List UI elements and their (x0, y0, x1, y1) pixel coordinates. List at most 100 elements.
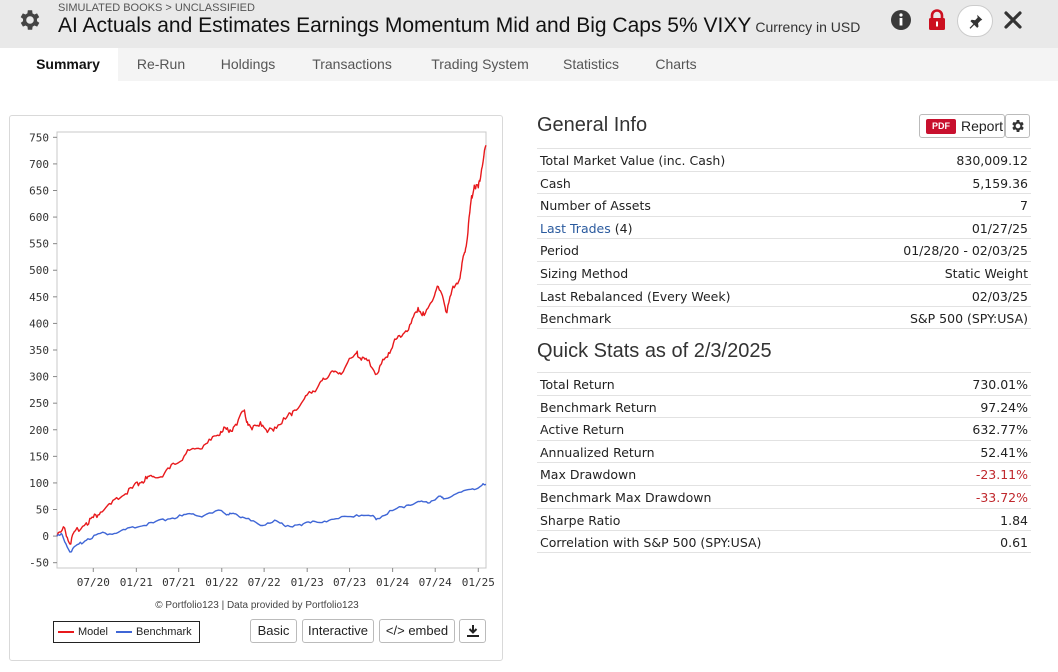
table-row: Total Return 730.01% (537, 372, 1031, 395)
row-value: 730.01% (972, 377, 1028, 392)
x-tick-label: 07/21 (162, 576, 195, 589)
row-value: 97.24% (980, 399, 1028, 415)
basic-button[interactable]: Basic (250, 619, 297, 643)
x-tick-label: 07/20 (77, 576, 110, 589)
plot-area (56, 131, 487, 569)
last-trades-date-link[interactable]: 01/27/25 (971, 220, 1028, 236)
x-tick-label: 07/23 (333, 576, 366, 589)
table-row: Sharpe Ratio 1.84 (537, 507, 1031, 531)
row-label: Cash (540, 175, 571, 191)
x-tick-label: 01/21 (120, 576, 153, 589)
tab-summary[interactable]: Summary (18, 48, 118, 81)
row-label: Benchmark (540, 311, 612, 327)
x-tick-label: 07/22 (248, 576, 281, 589)
embed-button[interactable]: </> embed (379, 619, 455, 643)
row-value: Static Weight (944, 265, 1028, 281)
table-row: Benchmark Max Drawdown -33.72% (537, 484, 1031, 508)
tab-charts[interactable]: Charts (655, 56, 697, 72)
table-row: Benchmark Return 97.24% (537, 394, 1031, 418)
pin-icon (969, 14, 983, 29)
row-label: Benchmark Max Drawdown (540, 489, 712, 505)
performance-chart[interactable]: 7507006506005505004504003503002502001501… (10, 116, 504, 596)
x-tick-label: 07/24 (419, 576, 452, 589)
row-label: Active Return (540, 422, 625, 438)
tab-re-run[interactable]: Re-Run (136, 56, 186, 72)
app-header: SIMULATED BOOKS > UNCLASSIFIED AI Actual… (0, 0, 1058, 48)
table-row: Last Rebalanced (Every Week) 02/03/25 (537, 283, 1031, 307)
row-value: 01/28/20 - 02/03/25 (903, 243, 1028, 259)
y-tick-label: 500 (29, 264, 49, 277)
last-trades-row-label: Last Trades (4) (540, 221, 632, 236)
tab-trading-system[interactable]: Trading System (431, 56, 529, 72)
row-value: 52.41% (980, 444, 1028, 460)
table-row: Period 01/28/20 - 02/03/25 (537, 238, 1031, 261)
pin-button[interactable] (957, 5, 993, 37)
table-row: Active Return 632.77% (537, 417, 1031, 440)
chart-credit: © Portfolio123 | Data provided by Portfo… (155, 600, 359, 611)
table-row: Sizing Method Static Weight (537, 260, 1031, 284)
row-value: -23.11% (975, 467, 1028, 483)
info-icon[interactable] (890, 9, 912, 31)
quick-stats-title: Quick Stats as of 2/3/2025 (537, 340, 772, 362)
row-value: 7 (1020, 198, 1028, 214)
row-label: Annualized Return (540, 444, 655, 460)
page-title-row: AI Actuals and Estimates Earnings Moment… (58, 14, 860, 38)
tab-holdings[interactable]: Holdings (220, 56, 276, 72)
performance-chart-panel: 750 700 650 600 550 500 450 400 350 300 250 200 150 1… (9, 115, 503, 661)
general-info-table: Total Market Value (inc. Cash) 830,009.12… (537, 148, 1031, 329)
y-tick-label: 650 (29, 184, 49, 197)
table-row: Total Market Value (inc. Cash) 830,009.12 (537, 148, 1031, 171)
close-icon[interactable] (1002, 9, 1024, 31)
row-label: Last Rebalanced (Every Week) (540, 288, 731, 304)
report-settings-button[interactable] (1005, 114, 1030, 138)
last-trades-count: (4) (614, 220, 633, 236)
y-tick-label: 600 (29, 211, 49, 224)
table-row: Number of Assets 7 (537, 193, 1031, 216)
pdf-report-button[interactable]: PDF Report (919, 114, 1005, 138)
y-tick-label: 700 (29, 158, 49, 171)
y-tick-label: 550 (29, 238, 49, 251)
row-label: Number of Assets (540, 198, 651, 214)
x-tick-label: 01/23 (291, 576, 324, 589)
gear-icon[interactable] (17, 7, 43, 33)
y-tick-label: 450 (29, 291, 49, 304)
report-label: Report (961, 118, 1004, 134)
lock-icon[interactable] (926, 9, 948, 31)
row-label: Total Market Value (inc. Cash) (540, 153, 726, 168)
general-info-title: General Info (537, 114, 648, 136)
tab-transactions[interactable]: Transactions (312, 56, 392, 72)
legend-label-benchmark: Benchmark (136, 626, 192, 638)
y-tick-label: 200 (29, 424, 49, 437)
row-value: 0.61 (1000, 535, 1028, 551)
legend-swatch-benchmark (116, 631, 132, 633)
legend-label-model: Model (78, 626, 108, 638)
y-tick-label: 750 (29, 131, 49, 144)
row-value: 5,159.36 (972, 175, 1028, 191)
download-button[interactable] (459, 619, 486, 643)
y-tick-label: 400 (29, 317, 49, 330)
y-tick-label: 250 (29, 397, 49, 410)
table-row: Annualized Return 52.41% (537, 439, 1031, 463)
series-line-benchmark[interactable] (56, 483, 487, 553)
row-label: Correlation with S&P 500 (SPY:USA) (540, 535, 762, 551)
quick-stats-table: Total Return 730.01% Benchmark Return 97.2… (537, 372, 1031, 553)
breadcrumb[interactable]: SIMULATED BOOKS > UNCLASSIFIED (58, 2, 255, 14)
currency-label: Currency in USD (755, 19, 861, 35)
series-line-model[interactable] (56, 145, 487, 545)
row-label: Sharpe Ratio (540, 512, 621, 528)
download-icon (467, 625, 479, 637)
y-tick-label: -50 (29, 557, 49, 570)
row-value: 632.77% (972, 422, 1028, 438)
last-trades-link[interactable]: Last Trades (540, 220, 611, 236)
legend-swatch-model (58, 631, 74, 633)
table-row: Cash 5,159.36 (537, 170, 1031, 194)
tab-statistics[interactable]: Statistics (562, 56, 619, 72)
interactive-button[interactable]: Interactive (302, 619, 374, 643)
y-tick-label: 50 (36, 504, 49, 517)
row-label: Benchmark Return (540, 399, 657, 415)
legend-item-benchmark[interactable]: Benchmark (116, 626, 192, 638)
legend-item-model[interactable]: Model (58, 626, 108, 638)
row-label: Max Drawdown (540, 467, 637, 483)
row-label: Sizing Method (540, 265, 629, 281)
table-row: Max Drawdown -23.11% (537, 462, 1031, 485)
